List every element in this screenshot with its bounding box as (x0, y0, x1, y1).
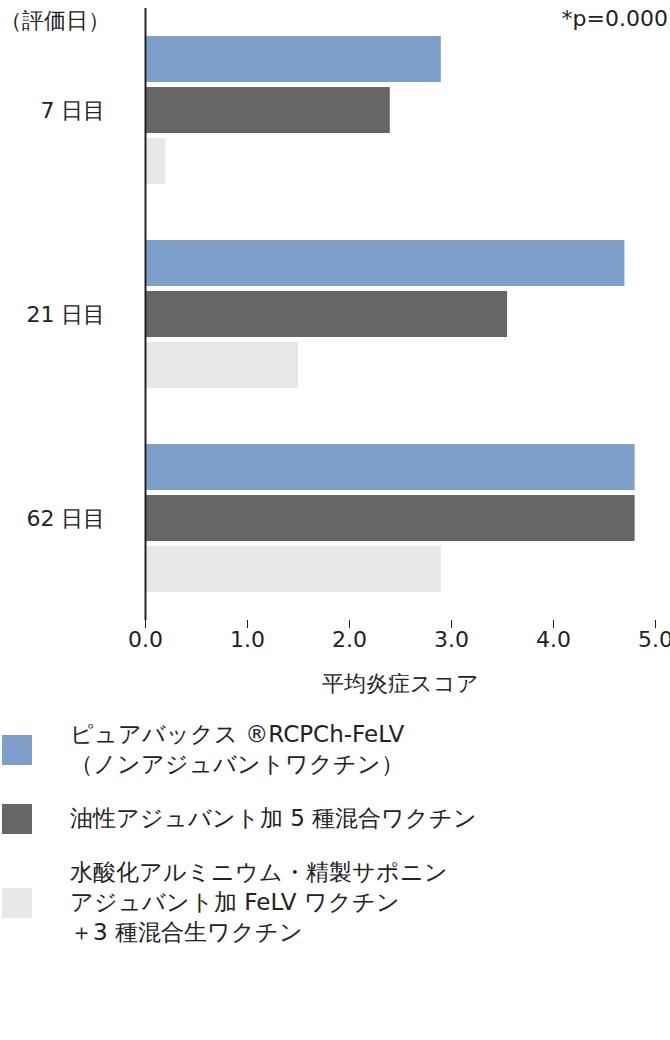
svg-text:5.0: 5.0 (638, 627, 670, 652)
svg-text:2.0: 2.0 (332, 627, 367, 652)
svg-text:21 日目: 21 日目 (27, 302, 106, 327)
svg-text:7 日目: 7 日目 (41, 98, 106, 123)
svg-text:平均炎症スコア: 平均炎症スコア (322, 671, 479, 696)
html-text:ピュアバックス ®RCPCh-FeLV （ノンアジュバントワ: ピュアバックス ®RCPCh-FeLV （ノンアジュバントワクチン） (70, 721, 405, 777)
html-text:水酸化アルミニウム・精製サポニン アジュバント加 FeLV: 水酸化アルミニウム・精製サポニン アジュバント加 FeLV ワクチン ＋3 種混… (70, 858, 448, 945)
svg-text:1.0: 1.0 (230, 627, 265, 652)
html-text:*p=0.000: *p=0.000 (561, 6, 668, 31)
svg-text:62 日目: 62 日目 (27, 506, 106, 531)
svg-text:4.0: 4.0 (536, 627, 571, 652)
html-text:（評価日）: （評価日） (0, 8, 110, 33)
svg-text:0.0: 0.0 (128, 627, 163, 652)
svg-text:3.0: 3.0 (434, 627, 469, 652)
html-text:油性アジュバント加 5 種混合ワクチン: 油性アジュバント加 5 種混合ワクチン (70, 804, 478, 831)
